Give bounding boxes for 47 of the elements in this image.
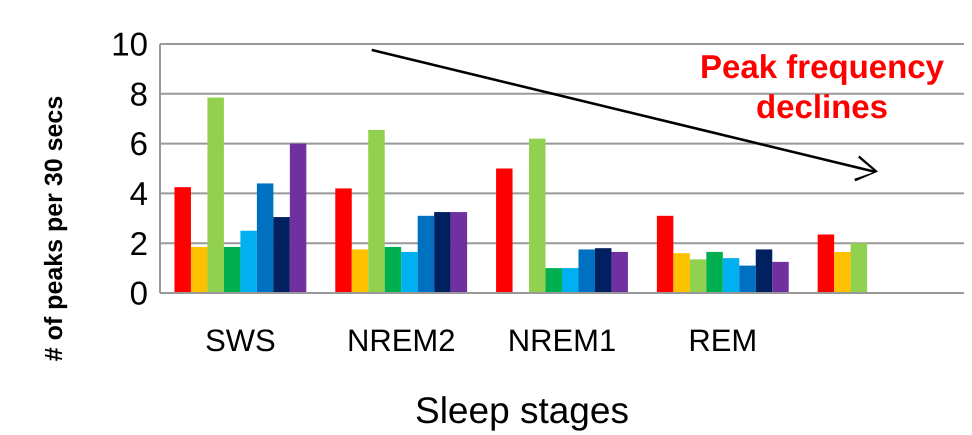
y-axis-title: # of peaks per 30 secs: [40, 96, 68, 362]
bar: [496, 168, 513, 293]
bar: [850, 243, 868, 293]
bar: [594, 248, 612, 293]
bar: [673, 253, 690, 293]
bar: [450, 212, 468, 293]
bar: [335, 188, 352, 293]
bar: [240, 230, 257, 293]
bar: [224, 246, 240, 293]
bar: [818, 234, 834, 293]
bar: [690, 259, 706, 293]
x-tick-label: NREM1: [508, 323, 616, 358]
bar: [706, 252, 723, 293]
bar: [611, 252, 628, 293]
bar: [562, 268, 578, 293]
annotation: Peak frequency declines: [700, 48, 945, 125]
y-tick-label: 0: [130, 274, 148, 312]
y-tick-label: 6: [130, 125, 148, 162]
bar: [174, 187, 191, 293]
x-tick-label: SWS: [205, 323, 276, 358]
bar: [756, 249, 772, 293]
bar: [722, 258, 740, 293]
bar: [368, 130, 385, 293]
y-tick-label: 4: [130, 174, 148, 212]
bar: [401, 252, 418, 293]
x-tick-label: NREM2: [346, 323, 456, 358]
bar: [207, 98, 224, 293]
bar: [578, 249, 595, 293]
y-tick-label: 10: [111, 26, 148, 63]
y-tick-label: 8: [130, 75, 148, 112]
bar: [546, 268, 562, 293]
bar: [418, 216, 434, 293]
x-axis-title: Sleep stages: [415, 390, 629, 431]
bar: [434, 212, 451, 293]
bar: [656, 216, 674, 293]
bar: [290, 144, 306, 293]
bar: [529, 138, 546, 293]
bar: [739, 266, 756, 293]
bar: [256, 183, 274, 293]
bar: [273, 217, 290, 293]
bar: [384, 246, 402, 293]
bar: [772, 262, 789, 293]
bar: [352, 249, 368, 293]
x-tick-label: REM: [688, 323, 758, 358]
bar: [834, 252, 851, 293]
bar: [190, 246, 208, 293]
y-tick-label: 2: [130, 224, 148, 262]
